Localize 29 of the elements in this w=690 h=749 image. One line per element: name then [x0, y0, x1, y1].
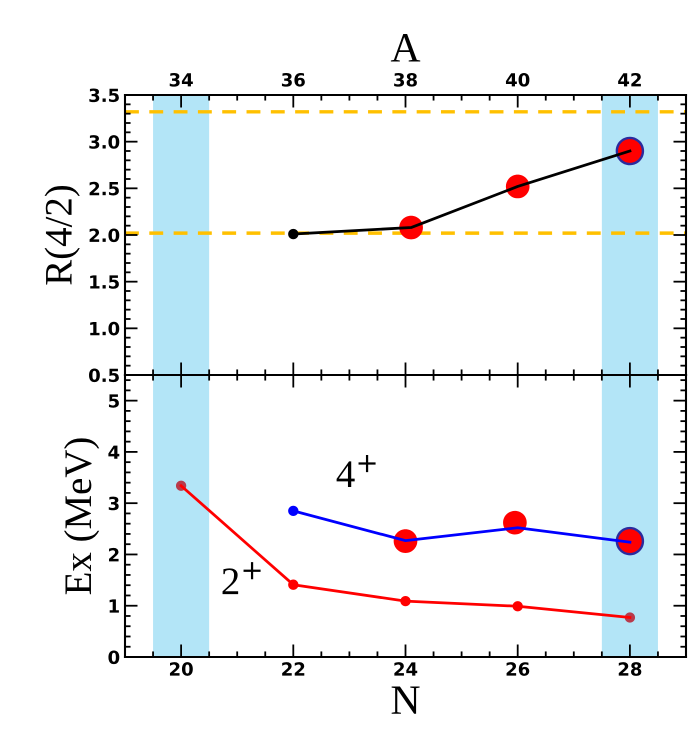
y-tick-label: 2.0 — [90, 228, 120, 242]
y-tick-label: 0 — [108, 650, 120, 664]
x-axis-title: A — [390, 34, 420, 62]
y-tick-label: 5 — [108, 394, 119, 408]
y-tick-label: 0.5 — [89, 368, 119, 382]
x-tick-label: 36 — [282, 72, 305, 87]
x-tick-label: 20 — [170, 662, 193, 676]
annotation: 2$^{+}$ — [222, 562, 261, 594]
x-tick-label: 28 — [618, 662, 642, 676]
annotation: 4$^{+}$ — [336, 455, 376, 487]
y-axis-title: Ex (MeV) — [64, 438, 100, 594]
x-tick-label: 42 — [618, 72, 641, 86]
x-tick-label: 22 — [282, 662, 304, 676]
x-tick-label: 40 — [506, 72, 530, 87]
x-tick-label: 24 — [394, 662, 418, 676]
x-axis-title: N — [392, 686, 420, 714]
y-tick-label: 1.5 — [90, 275, 119, 289]
y-axis-title: R(4/2) — [44, 186, 80, 285]
y-tick-label: 2.5 — [90, 182, 119, 196]
y-tick-label: 3 — [108, 496, 119, 510]
x-tick-label: 26 — [506, 662, 530, 676]
y-tick-label: 3.0 — [89, 135, 120, 149]
y-tick-label: 1.0 — [90, 322, 120, 336]
y-tick-label: 2 — [109, 548, 119, 562]
y-tick-label: 4 — [108, 446, 120, 459]
x-tick-label: 38 — [394, 72, 417, 87]
y-tick-label: 3.5 — [89, 88, 119, 102]
y-tick-label: 1 — [110, 599, 119, 613]
x-tick-label: 34 — [170, 72, 193, 87]
